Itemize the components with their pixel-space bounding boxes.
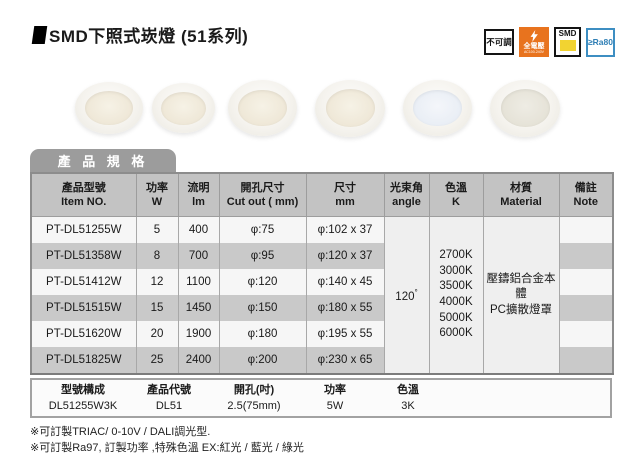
downlight-photo-6 <box>490 79 560 137</box>
cell-cutout: φ:75 <box>218 216 306 243</box>
table-row: PT-DL51358W 8 700 φ:95 φ:120 x 37 <box>31 243 613 269</box>
cell-item: PT-DL51620W <box>31 321 136 347</box>
cell-item: PT-DL51825W <box>31 347 136 374</box>
downlight-photo-1 <box>75 82 143 134</box>
footnote-custom: ※可訂製Ra97, 訂製功率 ,特殊色溫 EX:紅光 / 藍光 / 綠光 <box>30 442 304 454</box>
cell-size: φ:140 x 45 <box>305 269 384 295</box>
not-dimmable-label: 不可調 <box>486 37 512 47</box>
footnote-dimming: ※可訂製TRIAC/ 0-10V / DALI調光型. <box>30 426 211 438</box>
cell-cct-options: 2700K 3000K 3500K 4000K 5000K 6000K <box>428 216 483 374</box>
table-row: PT-DL51412W 12 1100 φ:120 φ:140 x 45 <box>31 269 613 295</box>
table-row: PT-DL51620W 20 1900 φ:180 φ:195 x 55 <box>31 321 613 347</box>
col-header-note: 備註 Note <box>558 173 613 217</box>
cell-size: φ:102 x 37 <box>305 216 384 243</box>
title-square-mark <box>31 25 48 44</box>
downlight-diffuser <box>413 89 462 127</box>
cell-power: 20 <box>135 321 178 347</box>
downlight-photo-2 <box>152 83 215 133</box>
cell-power: 25 <box>135 347 178 374</box>
downlight-diffuser <box>238 89 287 127</box>
downlight-photo-5 <box>403 80 472 136</box>
model-col-composition: 型號構成 DL51255W3K <box>48 384 118 412</box>
footnotes: ※可訂製TRIAC/ 0-10V / DALI調光型. ※可訂製Ra97, 訂製… <box>30 424 304 456</box>
col-header-lumen: 流明 lm <box>177 173 219 217</box>
cell-cutout: φ:200 <box>218 347 306 374</box>
full-voltage-label: 全電壓 <box>523 42 545 50</box>
model-col-product-code: 產品代號 DL51 <box>147 384 191 412</box>
smd-badge: SMD <box>554 27 581 57</box>
cell-note <box>558 321 613 347</box>
cell-size: φ:195 x 55 <box>305 321 384 347</box>
certification-badges: 不可調 全電壓 AC100-240V SMD ≥Ra80 <box>484 27 615 57</box>
table-row: PT-DL51515W 15 1450 φ:150 φ:180 x 55 <box>31 295 613 321</box>
downlight-diffuser <box>85 90 133 126</box>
spec-table: 產品型號 Item NO. 功率 W 流明 lm 開孔尺寸 Cut out ( mm) … <box>30 172 614 375</box>
cell-lumen: 400 <box>177 216 219 243</box>
col-header-angle: 光束角 angle <box>383 173 429 217</box>
lightning-icon <box>530 29 538 42</box>
table-row: PT-DL51825W 25 2400 φ:200 φ:230 x 65 <box>31 347 613 374</box>
cell-note <box>558 347 613 374</box>
cell-power: 5 <box>135 216 178 243</box>
cell-item: PT-DL51255W <box>31 216 136 243</box>
model-col-power: 功率 5W <box>324 384 346 412</box>
downlight-diffuser <box>161 91 206 125</box>
cell-cutout: φ:95 <box>218 243 306 269</box>
cell-material: 壓鑄鋁合金本體 PC擴散燈罩 <box>482 216 559 374</box>
not-dimmable-badge: 不可調 <box>484 29 514 55</box>
col-header-cutout: 開孔尺寸 Cut out ( mm) <box>218 173 306 217</box>
cell-note <box>558 243 613 269</box>
cell-note <box>558 295 613 321</box>
cell-lumen: 2400 <box>177 347 219 374</box>
col-header-size: 尺寸 mm <box>305 173 384 217</box>
table-row: PT-DL51255W 5 400 φ:75 φ:102 x 37 120° 2… <box>31 216 613 374</box>
cell-lumen: 700 <box>177 243 219 269</box>
smd-label: SMD <box>558 29 577 38</box>
page-title: SMD下照式崁燈 (51系列) <box>49 27 249 46</box>
section-tab-specs: 產 品 規 格 <box>30 149 176 172</box>
smd-chip-icon <box>559 39 576 51</box>
page-header: SMD下照式崁燈 (51系列) <box>31 22 249 47</box>
cell-note <box>558 216 613 243</box>
cell-lumen: 1900 <box>177 321 219 347</box>
cell-size: φ:120 x 37 <box>305 243 384 269</box>
cell-lumen: 1100 <box>177 269 219 295</box>
cell-cutout: φ:120 <box>218 269 306 295</box>
cri-badge: ≥Ra80 <box>586 27 615 57</box>
cell-lumen: 1450 <box>177 295 219 321</box>
cell-note <box>558 269 613 295</box>
downlight-diffuser <box>500 89 550 127</box>
degree-symbol: ° <box>414 287 418 297</box>
col-header-cct: 色溫 K <box>428 173 483 217</box>
col-header-power: 功率 W <box>135 173 178 217</box>
model-composition-table: 型號構成 DL51255W3K 產品代號 DL51 開孔(吋) 2.5(75mm… <box>30 378 612 418</box>
cell-beam-angle: 120° <box>383 216 429 374</box>
cell-power: 12 <box>135 269 178 295</box>
cell-item: PT-DL51412W <box>31 269 136 295</box>
col-header-material: 材質 Material <box>482 173 559 217</box>
cell-power: 8 <box>135 243 178 269</box>
cell-item: PT-DL51358W <box>31 243 136 269</box>
voltage-range-label: AC100-240V <box>523 49 545 54</box>
product-photo-row <box>75 78 595 138</box>
downlight-diffuser <box>325 89 375 127</box>
model-col-cct: 色溫 3K <box>397 384 419 412</box>
cell-power: 15 <box>135 295 178 321</box>
cell-size: φ:230 x 65 <box>305 347 384 374</box>
model-col-cutout-inch: 開孔(吋) 2.5(75mm) <box>227 384 281 412</box>
cell-item: PT-DL51515W <box>31 295 136 321</box>
cell-cutout: φ:180 <box>218 321 306 347</box>
col-header-item: 產品型號 Item NO. <box>31 173 136 217</box>
cell-size: φ:180 x 55 <box>305 295 384 321</box>
section-title: 產 品 規 格 <box>57 154 149 169</box>
full-voltage-badge: 全電壓 AC100-240V <box>519 27 549 57</box>
cell-cutout: φ:150 <box>218 295 306 321</box>
downlight-photo-4 <box>315 79 385 137</box>
downlight-photo-3 <box>228 80 297 136</box>
cri-label: ≥Ra80 <box>588 37 613 47</box>
header-row: 產品型號 Item NO. 功率 W 流明 lm 開孔尺寸 Cut out ( mm) … <box>31 173 613 217</box>
